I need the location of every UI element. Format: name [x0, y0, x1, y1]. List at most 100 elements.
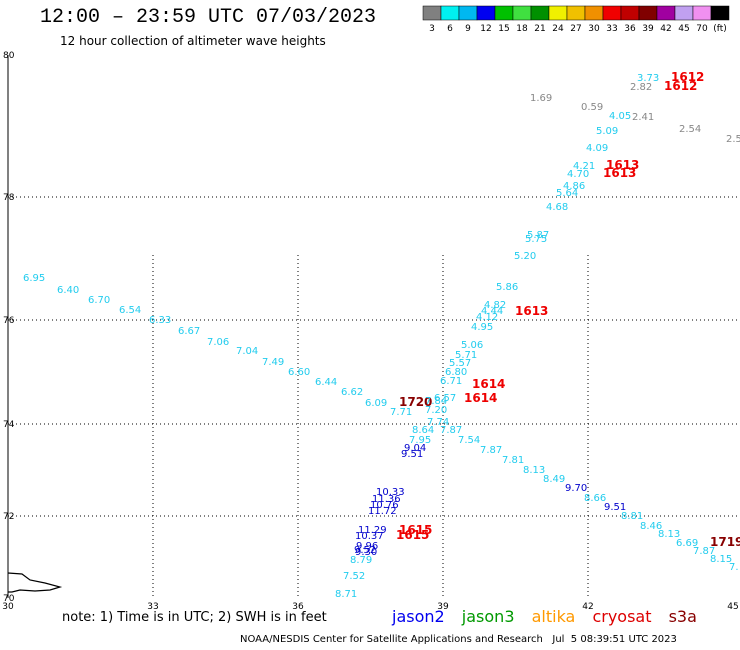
obs-time-label: 1719 — [710, 535, 740, 549]
legend-label: 36 — [624, 24, 636, 34]
wave-height-label: 8.13 — [658, 529, 680, 540]
wave-height-label: 7. — [729, 562, 739, 573]
wave-height-label: 6.80 — [445, 367, 467, 378]
wave-height-label: 1.69 — [530, 93, 552, 104]
wave-height-label: 6.70 — [88, 295, 110, 306]
legend-label: 33 — [606, 24, 617, 34]
wave-height-label: 8.15 — [710, 554, 732, 565]
wave-height-label: 7.49 — [262, 357, 284, 368]
legend-label: 3 — [429, 24, 435, 34]
wave-height-label: 10.37 — [355, 531, 384, 542]
legend-label: 9 — [465, 24, 471, 34]
wave-height-label: 4.09 — [586, 143, 608, 154]
lon-tick-label: 45 — [727, 602, 738, 610]
wave-height-label: 9.51 — [401, 449, 423, 460]
lat-tick-label: 70 — [3, 594, 15, 604]
wave-height-label: 4.82 — [484, 300, 506, 311]
wave-height-label: 3.73 — [637, 73, 659, 84]
wave-height-label: 7.87 — [693, 546, 715, 557]
obs-time-label: 1613 — [603, 166, 636, 180]
wave-height-label: 8.13 — [523, 465, 545, 476]
wave-height-label: 6.67 — [178, 326, 200, 337]
obs-time-label: 1614 — [464, 391, 497, 405]
lon-tick-label: 42 — [582, 602, 593, 610]
lon-tick-label: 30 — [2, 602, 14, 610]
wave-height-label: 4.68 — [546, 202, 568, 213]
wave-height-label: 4.44 — [481, 306, 503, 317]
legend-label: 42 — [660, 24, 671, 34]
wave-height-label: 7.87 — [440, 425, 462, 436]
lat-tick-label: 78 — [3, 193, 15, 203]
obs-time-label: 1613 — [606, 158, 639, 172]
satellite-name: altika — [531, 607, 576, 626]
wave-height-label: 5.57 — [449, 358, 471, 369]
wave-height-label: 7.52 — [343, 571, 365, 582]
legend-label: 6 — [447, 24, 453, 34]
wave-height-label: 5.71 — [455, 350, 477, 361]
obs-time-label: 1613 — [515, 304, 548, 318]
wave-height-label: 10.33 — [376, 487, 405, 498]
wave-height-label: 7.06 — [207, 337, 229, 348]
legend-swatch — [710, 5, 730, 21]
credit-line: NOAA/NESDIS Center for Satellite Applica… — [240, 634, 677, 645]
wave-height-label: 8.64 — [412, 425, 434, 436]
wave-height-label: 4.70 — [567, 169, 589, 180]
lon-tick-label: 33 — [147, 602, 158, 610]
wave-height-label: 5.09 — [596, 126, 618, 137]
wave-height-label: 7.54 — [458, 435, 480, 446]
legend-label: 39 — [642, 24, 654, 34]
wave-height-label: 11.36 — [372, 494, 401, 505]
legend-label: 18 — [516, 24, 528, 34]
wave-height-label: 6.60 — [288, 367, 310, 378]
obs-time-label: 1612 — [664, 79, 697, 93]
wave-height-label: 9.30 — [355, 547, 377, 558]
wave-height-label: 8.81 — [621, 511, 643, 522]
wave-height-label: 9.70 — [565, 483, 587, 494]
wave-height-label: 7.95 — [409, 435, 431, 446]
wave-height-label: 5.64 — [556, 188, 578, 199]
wave-height-label: 6.71 — [440, 376, 462, 387]
lon-tick-label: 39 — [437, 602, 449, 610]
wave-height-label: 5.86 — [496, 282, 518, 293]
wave-height-label: 2.5 — [726, 134, 740, 145]
wave-height-label: 2.82 — [630, 82, 652, 93]
wave-height-label: 2.41 — [632, 112, 654, 123]
wave-height-label: 9.51 — [604, 502, 626, 513]
legend-label: 12 — [480, 24, 491, 34]
satellite-legend: jason2 jason3 altika cryosat s3a — [392, 607, 709, 626]
wave-height-label: 6.69 — [676, 538, 698, 549]
obs-time-label: 1615 — [399, 523, 432, 537]
legend-label: 27 — [570, 24, 581, 34]
wave-height-label: 9.52 — [354, 545, 376, 556]
wave-height-label: 7.81 — [502, 455, 524, 466]
wave-height-label: 8.49 — [543, 474, 565, 485]
wave-height-label: 7.74 — [427, 417, 449, 428]
obs-time-label: 1614 — [472, 377, 505, 391]
note-text: note: 1) Time is in UTC; 2) SWH is in fe… — [62, 610, 327, 625]
wave-height-label: 4.12 — [476, 312, 498, 323]
wave-height-label: 8.46 — [640, 521, 662, 532]
legend-label: 15 — [498, 24, 509, 34]
wave-height-label: 6.54 — [119, 305, 141, 316]
wave-height-label: 11.29 — [358, 525, 387, 536]
wave-height-label: 11.72 — [368, 506, 397, 517]
wave-height-label: 5.20 — [514, 251, 536, 262]
wave-height-label: 6.09 — [365, 398, 387, 409]
wave-height-label: 4.05 — [609, 111, 631, 122]
lat-tick-label: 76 — [3, 316, 15, 326]
wave-height-label: 0.59 — [581, 102, 603, 113]
map-title: 12:00 – 23:59 UTC 07/03/2023 — [40, 6, 377, 29]
wave-height-label: 6.33 — [149, 315, 171, 326]
satellite-name: s3a — [668, 607, 697, 626]
coastline — [7, 572, 63, 593]
wave-height-label: 6.57 — [434, 393, 456, 404]
wave-height-label: 4.95 — [471, 322, 493, 333]
lon-tick-label: 36 — [292, 602, 304, 610]
legend-label: 45 — [678, 24, 689, 34]
wave-height-label: 7.71 — [390, 407, 412, 418]
obs-time-label: 1720 — [399, 395, 432, 409]
legend-label: 70 — [696, 24, 708, 34]
satellite-name: jason2 — [392, 607, 445, 626]
wave-height-label: 4.86 — [563, 181, 585, 192]
